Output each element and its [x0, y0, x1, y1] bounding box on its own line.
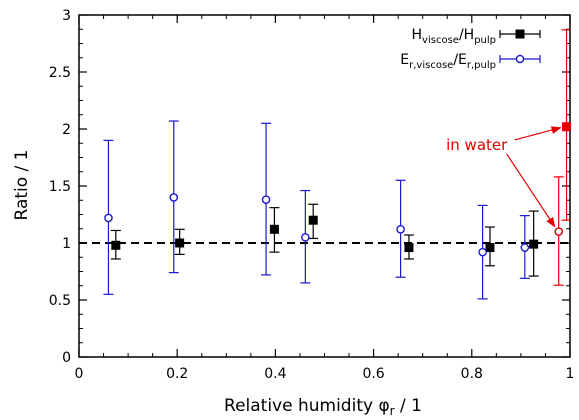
- circle-marker: [104, 213, 113, 223]
- legend-entry: Hviscose/Hpulp: [412, 27, 541, 46]
- legend-text-part: /H: [459, 27, 474, 43]
- y-tick-label: 1.5: [49, 179, 71, 195]
- square-marker: [562, 122, 572, 132]
- x-tick-label: 0.4: [264, 366, 286, 382]
- x-axis-label-sub: r: [390, 404, 395, 416]
- ticks: 0 0.2 0.4 0.6 0.8 1 0 0.5 1 1.5 2 2.5 3: [49, 8, 575, 382]
- legend-text-part: /E: [453, 52, 467, 68]
- y-tick-label: 2.5: [49, 65, 71, 81]
- y-tick-label: 0.5: [49, 293, 71, 309]
- series-1: [110, 203, 539, 277]
- legend-subscript: r,pulp: [467, 60, 496, 71]
- annotation-arrow: [506, 153, 556, 228]
- legend-subscript: viscose: [422, 35, 459, 46]
- y-axis-label: Ratio / 1: [12, 150, 32, 221]
- legend-label: Hviscose/Hpulp: [412, 27, 496, 46]
- circle-marker: [520, 243, 530, 252]
- square-marker: [308, 215, 318, 225]
- square-marker: [269, 224, 279, 234]
- x-tick-label: 0.2: [166, 366, 188, 382]
- y-tick-label: 3: [62, 8, 71, 24]
- legend-text-part: H: [412, 27, 423, 43]
- square-marker: [485, 243, 495, 253]
- data-series: [103, 120, 539, 300]
- square-marker: [515, 29, 525, 39]
- circle-marker: [396, 225, 405, 234]
- legend-text-part: E: [400, 52, 409, 68]
- annotation-arrow: [514, 126, 562, 141]
- circle-marker: [301, 232, 310, 242]
- x-tick-label: 1: [566, 366, 575, 382]
- circle-marker: [515, 54, 525, 64]
- x-axis-label-main: Relative humidity φ: [224, 396, 390, 416]
- circle-marker: [478, 247, 487, 257]
- square-marker: [111, 240, 121, 250]
- x-tick-label: 0.6: [362, 366, 384, 382]
- x-tick-label: 0: [75, 366, 84, 382]
- x-tick-label: 0.8: [461, 366, 483, 382]
- square-marker: [175, 238, 185, 248]
- legend-label: Er,viscose/Er,pulp: [400, 52, 496, 71]
- circle-marker: [261, 195, 271, 204]
- series-2: [103, 120, 530, 300]
- y-tick-label: 1: [62, 236, 71, 252]
- axes: [78, 14, 571, 358]
- annotation: in water: [446, 126, 562, 228]
- water-points: [553, 29, 572, 286]
- y-tick-label: 2: [62, 122, 71, 138]
- circle-marker: [554, 227, 564, 236]
- square-marker: [404, 243, 414, 253]
- annotation-text: in water: [446, 136, 508, 154]
- circle-marker: [169, 193, 179, 202]
- legend-entry: Er,viscose/Er,pulp: [400, 52, 541, 71]
- legend-subscript: pulp: [474, 35, 496, 46]
- x-axis-label-suffix: / 1: [395, 396, 422, 416]
- square-marker: [529, 239, 539, 249]
- plot-frame: [78, 14, 571, 358]
- y-tick-label: 0: [62, 350, 71, 366]
- x-axis-label: Relative humidity φr / 1: [224, 396, 422, 416]
- legend-subscript: r,viscose: [409, 60, 453, 71]
